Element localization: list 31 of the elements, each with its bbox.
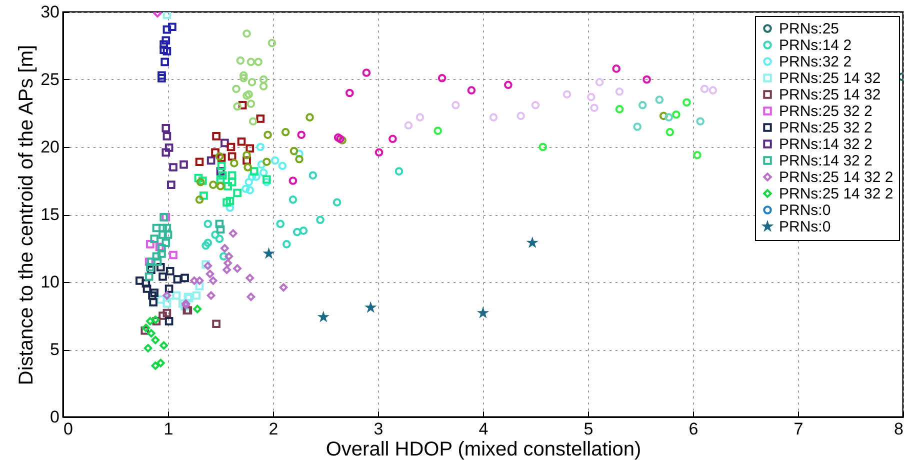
x-tick-label: 3 (374, 420, 384, 438)
x-tick-label: 5 (584, 420, 594, 438)
y-tick-label: 20 (40, 138, 60, 156)
y-tick-label: 25 (40, 70, 60, 89)
legend-label: PRNs:14 32 2 (779, 152, 872, 170)
legend-label: PRNs:25 32 2 (779, 120, 872, 136)
x-tick-label: 0 (64, 420, 73, 438)
legend-label: PRNs:14 32 2 (779, 136, 872, 153)
y-axis-title: Distance to the centroid of the APs [m] (16, 44, 38, 386)
y-tick-label: 0 (50, 408, 60, 426)
x-tick-label: 8 (894, 420, 904, 438)
legend-label: PRNs:25 14 32 (779, 86, 881, 104)
y-tick-label: 10 (40, 272, 60, 292)
legend-label: PRNs:14 2 (779, 37, 852, 54)
x-tick-label: 1 (164, 420, 174, 438)
legend-label: PRNs:32 2 (779, 54, 852, 70)
legend-label: PRNs:25 (779, 20, 840, 38)
x-axis-title: Overall HDOP (mixed constellation) (326, 438, 642, 460)
legend-label: PRNs:0 (779, 218, 831, 236)
legend-label: PRNs:25 14 32 2 (779, 169, 894, 186)
legend-label: PRNs:0 (779, 202, 831, 219)
y-tick-label: 5 (50, 340, 60, 359)
x-tick-label: 4 (478, 420, 488, 438)
y-tick-label: 15 (40, 205, 60, 224)
x-tick-label: 7 (794, 420, 804, 438)
legend-label: PRNs:25 32 2 (779, 103, 872, 120)
y-tick-label: 30 (40, 2, 60, 22)
x-tick-label: 2 (268, 420, 278, 438)
x-tick-label: 6 (688, 420, 698, 438)
legend-label: PRNs:25 14 32 (779, 70, 881, 87)
legend-label: PRNs:25 14 32 2 (779, 186, 894, 202)
